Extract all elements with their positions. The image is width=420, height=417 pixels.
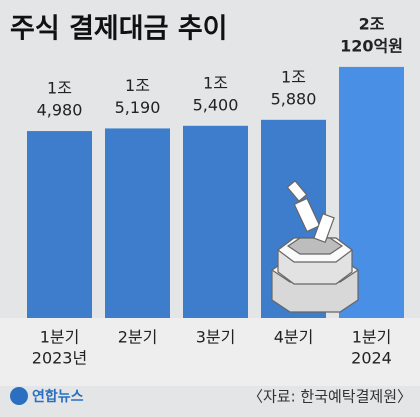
bars: 1조 4,980 1분기 2023년 1조 5,190 2분기 1조 5,400 3분기 1조 5,8… [27,14,404,368]
bar [27,131,92,318]
logo-mark [10,387,28,405]
bar [183,125,248,318]
x-tick-label: 1분기 [352,328,392,347]
x-tick-label: 3분기 [196,328,236,347]
category-band [0,318,420,386]
value-label: 1조 [125,76,150,95]
value-label: 5,880 [271,89,317,108]
value-label: 120억원 [340,36,403,55]
value-label: 4,980 [37,101,83,120]
bar [105,128,170,318]
source: 〈자료: 한국예탁결제원〉 [248,388,412,406]
value-label: 1조 [47,79,72,98]
x-tick-label: 2분기 [118,328,158,347]
coin-icon [270,180,360,313]
value-label: 1조 [281,67,306,86]
logo: 연합뉴스 [10,387,84,405]
x-tick-label: 2023년 [32,349,87,368]
logo-text: 연합뉴스 [32,388,84,405]
x-tick-label: 4분기 [274,328,314,347]
x-tick-label: 1분기 [40,328,80,347]
value-label: 1조 [203,73,228,92]
x-tick-label: 2024 [351,349,392,368]
chart-title: 주식 결제대금 추이 [10,14,228,45]
value-label: 2조 [359,14,385,33]
value-label: 5,400 [193,95,239,114]
value-label: 5,190 [115,98,161,117]
